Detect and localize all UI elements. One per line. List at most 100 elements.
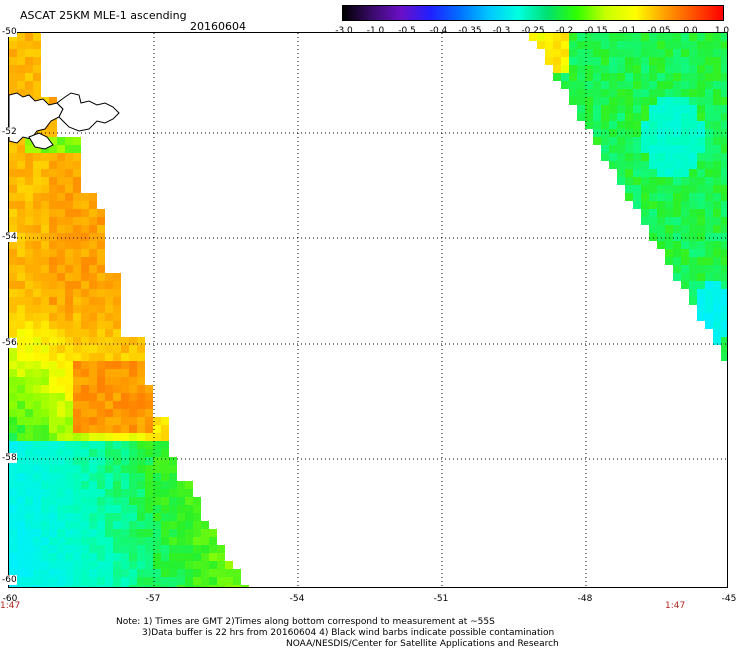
wind-cell bbox=[217, 561, 225, 569]
wind-cell bbox=[593, 81, 601, 89]
wind-cell bbox=[721, 121, 727, 129]
wind-cell bbox=[105, 457, 113, 465]
wind-cell bbox=[89, 313, 97, 321]
wind-cell bbox=[41, 297, 49, 305]
wind-cell bbox=[97, 225, 105, 233]
wind-cell bbox=[41, 441, 49, 449]
wind-cell bbox=[49, 577, 57, 585]
wind-cell bbox=[97, 281, 105, 289]
wind-cell bbox=[9, 497, 17, 505]
wind-cell bbox=[153, 521, 161, 529]
wind-cell bbox=[57, 497, 65, 505]
wind-cell bbox=[593, 57, 601, 65]
wind-cell bbox=[17, 409, 25, 417]
wind-cell bbox=[25, 521, 33, 529]
wind-cell bbox=[673, 209, 681, 217]
wind-cell bbox=[113, 521, 121, 529]
wind-cell bbox=[657, 41, 665, 49]
wind-cell bbox=[713, 73, 721, 81]
wind-cell bbox=[81, 329, 89, 337]
footer-notes: Note: 1) Times are GMT 2)Times along bot… bbox=[116, 617, 559, 650]
wind-cell bbox=[153, 473, 161, 481]
wind-cell bbox=[81, 505, 89, 513]
wind-cell bbox=[569, 33, 577, 41]
wind-cell bbox=[49, 569, 57, 577]
wind-cell bbox=[41, 217, 49, 225]
wind-cell bbox=[649, 105, 657, 113]
wind-cell bbox=[17, 73, 25, 81]
wind-cell bbox=[57, 145, 65, 153]
wind-cell bbox=[193, 545, 201, 553]
wind-cell bbox=[17, 201, 25, 209]
wind-cell bbox=[593, 49, 601, 57]
colorbar-tick-label: -0.2 bbox=[555, 26, 574, 36]
wind-cell bbox=[641, 193, 649, 201]
wind-cell bbox=[585, 89, 593, 97]
wind-cell bbox=[617, 177, 625, 185]
wind-cell bbox=[113, 297, 121, 305]
wind-cell bbox=[81, 305, 89, 313]
wind-cell bbox=[161, 529, 169, 537]
wind-cell bbox=[33, 289, 41, 297]
wind-cell bbox=[601, 41, 609, 49]
wind-cell bbox=[81, 225, 89, 233]
wind-cell bbox=[601, 65, 609, 73]
wind-cell bbox=[665, 49, 673, 57]
wind-cell bbox=[25, 425, 33, 433]
wind-cell bbox=[49, 537, 57, 545]
wind-cell bbox=[105, 473, 113, 481]
wind-cell bbox=[25, 545, 33, 553]
wind-cell bbox=[97, 489, 105, 497]
wind-cell bbox=[145, 401, 153, 409]
wind-cell bbox=[713, 233, 721, 241]
wind-cell bbox=[73, 337, 81, 345]
wind-cell bbox=[57, 153, 65, 161]
wind-cell bbox=[617, 73, 625, 81]
wind-cell bbox=[609, 161, 617, 169]
wind-cell bbox=[145, 489, 153, 497]
wind-cell bbox=[49, 225, 57, 233]
wind-cell bbox=[121, 529, 129, 537]
wind-cell bbox=[89, 337, 97, 345]
wind-cell bbox=[569, 81, 577, 89]
wind-cell bbox=[689, 121, 697, 129]
wind-cell bbox=[41, 393, 49, 401]
wind-cell bbox=[97, 241, 105, 249]
wind-cell bbox=[57, 569, 65, 577]
wind-cell bbox=[545, 57, 553, 65]
wind-cell bbox=[201, 537, 209, 545]
wind-cell bbox=[129, 409, 137, 417]
wind-cell bbox=[97, 369, 105, 377]
wind-cell bbox=[49, 529, 57, 537]
wind-cell bbox=[129, 433, 137, 441]
wind-cell bbox=[601, 81, 609, 89]
wind-cell bbox=[193, 521, 201, 529]
wind-cell bbox=[81, 529, 89, 537]
wind-cell bbox=[633, 89, 641, 97]
wind-cell bbox=[41, 585, 49, 587]
wind-cell bbox=[9, 441, 17, 449]
wind-cell bbox=[113, 561, 121, 569]
wind-cell bbox=[97, 585, 105, 587]
wind-cell bbox=[681, 225, 689, 233]
wind-cell bbox=[65, 153, 73, 161]
wind-cell bbox=[25, 505, 33, 513]
wind-cell bbox=[41, 193, 49, 201]
wind-cell bbox=[665, 209, 673, 217]
wind-cell bbox=[65, 185, 73, 193]
wind-cell bbox=[9, 193, 17, 201]
wind-cell bbox=[169, 529, 177, 537]
wind-cell bbox=[17, 401, 25, 409]
colorbar-tick-label: -0.15 bbox=[584, 26, 608, 36]
wind-cell bbox=[49, 473, 57, 481]
wind-cell bbox=[9, 57, 17, 65]
wind-cell bbox=[97, 249, 105, 257]
wind-cell bbox=[705, 209, 713, 217]
wind-cell bbox=[713, 265, 721, 273]
wind-cell bbox=[121, 481, 129, 489]
wind-cell bbox=[625, 105, 633, 113]
wind-cell bbox=[89, 433, 97, 441]
wind-cell bbox=[105, 353, 113, 361]
wind-cell bbox=[625, 73, 633, 81]
wind-cell bbox=[25, 137, 33, 145]
